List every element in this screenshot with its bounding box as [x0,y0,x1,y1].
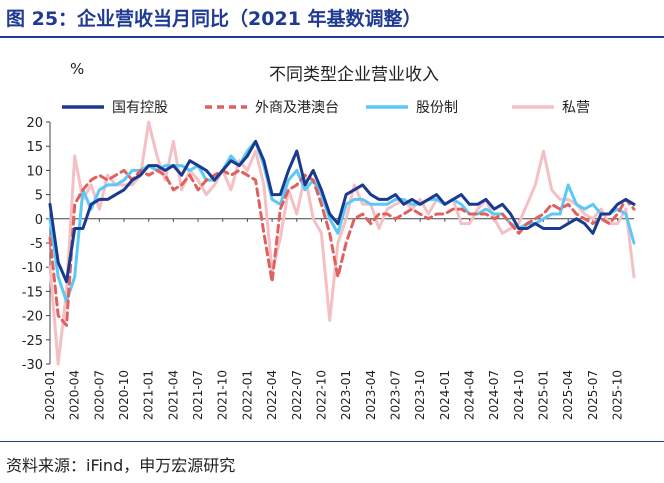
chart-area: 不同类型企业营业收入 % 国有控股 外商及港澳台 股份制 私营 -30 -25 -20 -1… [22,60,636,420]
x-tick-label: 2024-01 [438,370,452,420]
x-tick-label: 2021-10 [216,370,230,420]
source-note: 资料来源：iFind，申万宏源研究 [6,456,236,475]
x-tick-label: 2025-10 [611,370,625,420]
x-tick-label: 2020-07 [92,370,106,420]
y-tick-label: 0 [35,213,43,228]
y-tick-label: -20 [22,310,43,325]
x-tick-label: 2024-07 [487,370,501,420]
title-rule [0,36,664,38]
legend-label-1: 国有控股 [112,100,168,116]
x-tick-label: 2024-10 [512,370,526,420]
x-tick-label: 2022-07 [290,370,304,420]
series-line-1 [48,139,636,284]
plot-lines [48,120,636,366]
x-tick-label: 2021-01 [142,370,156,420]
x-tick-label: 2023-01 [339,370,353,420]
x-tick-label: 2023-10 [413,370,427,420]
x-tick-label: 2020-10 [117,370,131,420]
y-tick-label: -25 [22,334,43,349]
x-tick-label: 2022-10 [314,370,328,420]
legend-label-2: 外商及港澳台 [255,100,339,116]
x-tick-label: 2025-01 [537,370,551,420]
y-axis-unit: % [70,60,84,78]
axes: -30 -25 -20 -15 -10 -5 0 5 10 15 20 2020-01 2020-04 2… [22,116,634,420]
x-tick-label: 2020-04 [68,370,82,420]
y-tick-label: 15 [26,140,43,155]
chart-title: 不同类型企业营业收入 [269,65,439,85]
y-tick-label: -15 [22,285,43,300]
x-tick-label: 2022-01 [240,370,254,420]
legend-label-4: 私营 [562,100,590,116]
series-line-4 [48,120,636,366]
x-tick-label: 2021-07 [191,370,205,420]
y-tick-label: -30 [22,358,43,373]
y-tick-label: -5 [30,237,43,252]
y-tick-label: 10 [26,164,43,179]
x-tick-label: 2023-04 [364,370,378,420]
y-tick-label: -10 [22,261,43,276]
source-rule [0,441,664,442]
x-tick-label: 2021-04 [166,370,180,420]
figure-title: 图 25：企业营收当月同比（2021 年基数调整） [6,8,422,30]
legend: 国有控股 外商及港澳台 股份制 私营 [62,100,590,116]
x-tick-label: 2023-07 [388,370,402,420]
legend-label-3: 股份制 [416,100,458,116]
x-tick-label: 2025-04 [561,370,575,420]
series-line-2 [48,168,636,327]
x-tick-label: 2025-07 [586,370,600,420]
x-tick-label: 2022-04 [265,370,279,420]
x-tick-label: 2024-04 [462,370,476,420]
x-tick-label: 2020-01 [43,370,57,420]
y-tick-label: 5 [35,189,43,204]
y-tick-label: 20 [26,116,43,131]
